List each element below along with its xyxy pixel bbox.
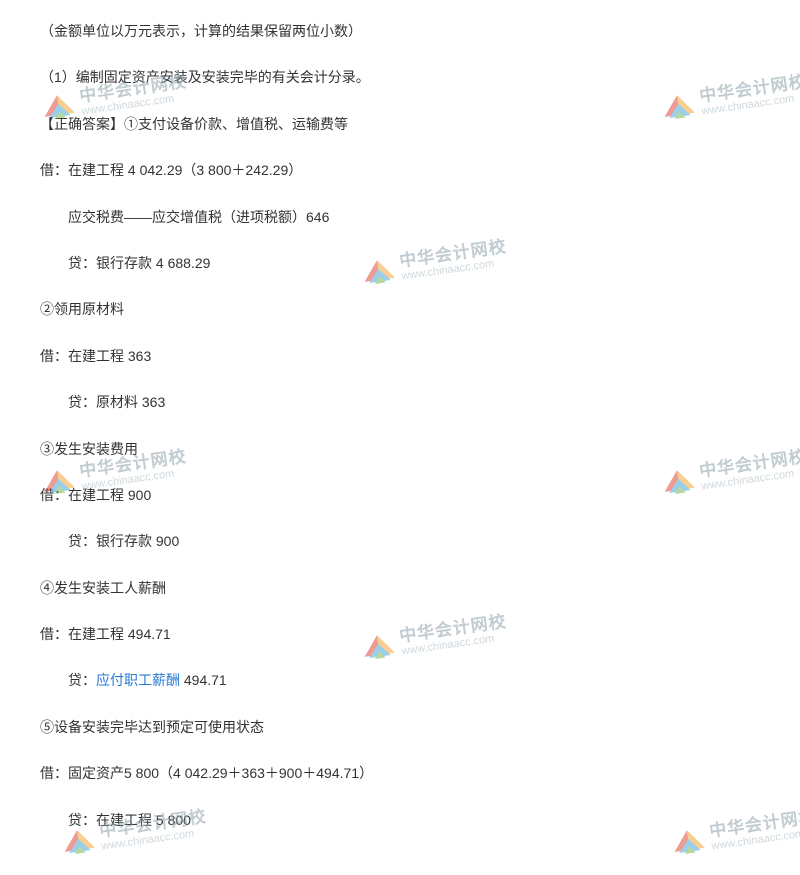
entry-2-credit: 贷：原材料 363 — [40, 391, 760, 413]
entry-4-debit: 借：在建工程 494.71 — [40, 623, 760, 645]
entry-1-debit: 借：在建工程 4 042.29（3 800＋242.29） — [40, 159, 760, 181]
entry-3-debit: 借：在建工程 900 — [40, 484, 760, 506]
entry-4-credit: 贷：应付职工薪酬 494.71 — [40, 669, 760, 691]
entry-4-credit-suffix: 494.71 — [180, 672, 227, 688]
amount-note: （金额单位以万元表示，计算的结果保留两位小数） — [40, 20, 760, 42]
section-4-title: ④发生安装工人薪酬 — [40, 577, 760, 599]
section-2-title: ②领用原材料 — [40, 298, 760, 320]
entry-3-credit: 贷：银行存款 900 — [40, 530, 760, 552]
entry-2-debit: 借：在建工程 363 — [40, 345, 760, 367]
section-3-title: ③发生安装费用 — [40, 438, 760, 460]
answer-section-1: 【正确答案】①支付设备价款、增值税、运输费等 — [40, 113, 760, 135]
salary-payable-link[interactable]: 应付职工薪酬 — [96, 672, 180, 688]
answer-label: 【正确答案】 — [40, 116, 124, 132]
entry-4-credit-prefix: 贷： — [68, 672, 96, 688]
entry-5-credit: 贷：在建工程 5 800 — [40, 809, 760, 831]
entry-5-debit: 借：固定资产5 800（4 042.29＋363＋900＋494.71） — [40, 762, 760, 784]
question-text: （1）编制固定资产安装及安装完毕的有关会计分录。 — [40, 66, 760, 88]
section-5-title: ⑤设备安装完毕达到预定可使用状态 — [40, 716, 760, 738]
section-1-title: ①支付设备价款、增值税、运输费等 — [124, 116, 348, 132]
entry-1-credit: 贷：银行存款 4 688.29 — [40, 252, 760, 274]
entry-1-debit-2: 应交税费——应交增值税（进项税额）646 — [40, 206, 760, 228]
